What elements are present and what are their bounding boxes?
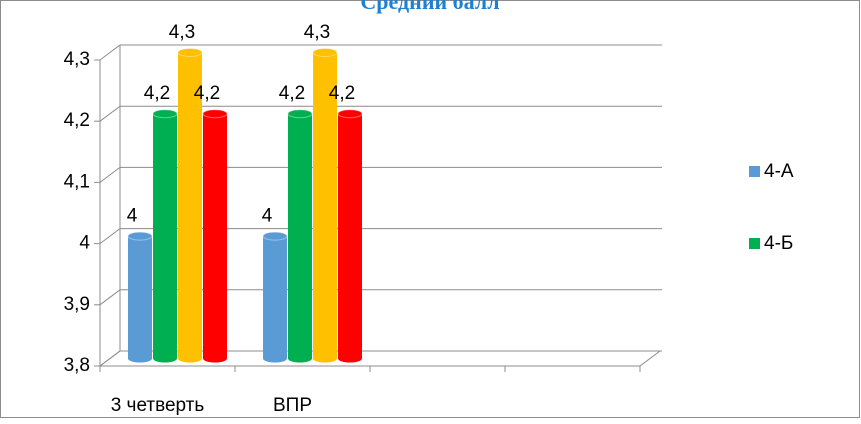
legend-swatch <box>749 238 760 249</box>
y-tick-label: 4,1 <box>64 171 90 192</box>
y-tick-label: 4,2 <box>64 110 90 131</box>
bar-top <box>177 48 203 57</box>
bar-top <box>287 109 313 119</box>
bar <box>128 236 152 359</box>
bar <box>288 113 312 359</box>
grid-line <box>99 350 662 367</box>
grid-line <box>99 105 662 122</box>
y-tick-label: 3,9 <box>64 294 90 315</box>
data-label: 4 <box>262 206 273 227</box>
data-label: 4,3 <box>304 22 330 43</box>
legend-label: 4-А <box>764 161 794 182</box>
bar-top <box>152 109 178 119</box>
bar-top <box>337 109 363 119</box>
legend-swatch <box>749 166 760 177</box>
bar-top <box>312 48 338 57</box>
data-label: 4,2 <box>144 83 170 104</box>
legend-label: 4-Б <box>764 233 793 254</box>
bar <box>263 236 287 359</box>
bar-top <box>262 231 288 241</box>
data-label: 4,2 <box>194 83 220 104</box>
bar-top <box>127 231 153 241</box>
grid-line <box>99 289 662 306</box>
chart-title: Средний балл <box>360 0 499 14</box>
bar <box>153 113 177 359</box>
bar <box>203 113 227 359</box>
data-label: 4 <box>127 206 138 227</box>
grid-line <box>99 166 662 183</box>
data-label: 4,2 <box>329 83 355 104</box>
bar <box>178 52 202 359</box>
grid-line <box>99 44 662 61</box>
bar-top <box>202 109 228 119</box>
bar <box>338 113 362 359</box>
data-label: 4,2 <box>279 83 305 104</box>
x-tick-label: 3 четверть <box>111 395 205 416</box>
bar <box>313 52 337 359</box>
y-tick-label: 3,8 <box>64 355 90 376</box>
y-tick-label: 4,3 <box>64 49 90 70</box>
grid-line <box>99 228 662 245</box>
data-label: 4,3 <box>169 22 195 43</box>
x-tick-label: ВПР <box>273 395 312 416</box>
y-tick-label: 4 <box>79 233 90 254</box>
